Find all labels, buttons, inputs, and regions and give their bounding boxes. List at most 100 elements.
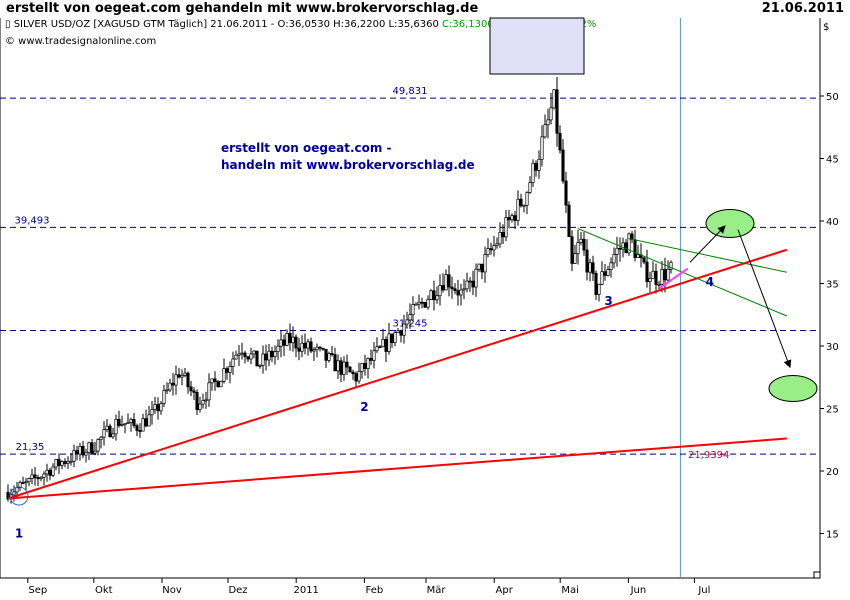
candle-body: [258, 364, 262, 367]
candle-body: [636, 254, 640, 258]
candle-body: [531, 162, 535, 183]
candle: [297, 337, 301, 361]
candle: [276, 339, 280, 360]
candle-body: [225, 368, 229, 373]
candle-body: [234, 354, 238, 360]
candle: [618, 237, 622, 262]
candle: [594, 270, 598, 300]
candle-body: [564, 180, 568, 206]
y-tick-label: 40: [826, 217, 839, 228]
candle-body: [402, 323, 406, 336]
candle-body: [633, 239, 637, 258]
candle: [159, 401, 163, 415]
y-tick-label: 20: [826, 467, 839, 478]
candle: [99, 435, 103, 449]
candle-body: [291, 336, 295, 344]
candle: [600, 261, 604, 286]
candle: [132, 412, 136, 429]
candle: [195, 389, 199, 416]
candle: [585, 239, 589, 281]
candle-body: [300, 342, 304, 352]
candle: [75, 445, 79, 461]
candle: [579, 231, 583, 246]
upper-target-ellipse: [705, 209, 755, 238]
candle: [519, 193, 523, 208]
candle-body: [513, 215, 517, 221]
candle-body: [183, 372, 187, 376]
candle-body: [177, 374, 181, 378]
candle: [336, 354, 340, 379]
candle: [402, 314, 406, 344]
candle: [366, 357, 370, 379]
candle: [333, 347, 337, 372]
candle: [417, 294, 421, 310]
candle-body: [480, 263, 484, 273]
candle: [609, 257, 613, 278]
candle: [174, 365, 178, 395]
candle: [654, 263, 658, 294]
candle-body: [621, 242, 625, 250]
candle-body: [543, 124, 547, 138]
chart-date: 21.06.2011: [761, 1, 844, 16]
candle: [408, 303, 412, 329]
candle: [201, 393, 205, 409]
candle-body: [669, 261, 673, 270]
candle-body: [546, 119, 550, 126]
candle: [516, 190, 520, 226]
y-tick-label: 50: [826, 92, 839, 103]
x-tick-label: Jul: [697, 585, 710, 596]
candle: [240, 342, 244, 360]
candle: [207, 373, 211, 407]
candle: [288, 323, 292, 351]
candle: [102, 421, 106, 446]
candle-body: [417, 301, 421, 305]
candle: [648, 271, 652, 293]
candle-body: [27, 478, 31, 483]
candle-body: [21, 482, 25, 484]
candle: [531, 159, 535, 187]
candle: [483, 246, 487, 283]
candle-body: [528, 182, 532, 193]
candle: [294, 334, 298, 357]
candle: [213, 371, 217, 391]
candle-body: [108, 425, 112, 438]
candle: [90, 438, 94, 455]
candle: [642, 256, 646, 265]
candle: [423, 301, 427, 309]
candle: [96, 438, 100, 456]
candle: [69, 452, 73, 466]
candle: [156, 397, 160, 420]
candle-body: [261, 353, 265, 366]
up-arrow: [689, 225, 726, 263]
candle-body: [540, 136, 544, 160]
support-trendline: [7, 437, 787, 500]
candle: [555, 76, 559, 147]
candle: [171, 372, 175, 396]
candle-body: [465, 280, 469, 290]
candle: [456, 279, 460, 306]
x-tick-label: 2011: [293, 585, 318, 596]
candle-body: [447, 274, 451, 288]
candle-body: [477, 263, 481, 270]
candle-body: [399, 330, 403, 336]
candle: [390, 333, 394, 348]
candle: [246, 355, 250, 363]
candle: [141, 413, 145, 432]
candle-body: [606, 269, 610, 276]
candle: [270, 346, 274, 363]
candle-body: [45, 469, 49, 475]
candle: [468, 277, 472, 292]
candle: [645, 249, 649, 288]
scroll-corner-box: [813, 571, 821, 579]
candle-body: [576, 242, 580, 254]
candle-body: [474, 268, 478, 288]
candle: [168, 378, 172, 392]
candle-body: [600, 271, 604, 285]
candle: [24, 477, 28, 491]
candle-body: [363, 362, 367, 369]
candle: [399, 329, 403, 343]
candle-body: [279, 339, 283, 347]
candle: [474, 263, 478, 297]
candle: [27, 477, 31, 487]
